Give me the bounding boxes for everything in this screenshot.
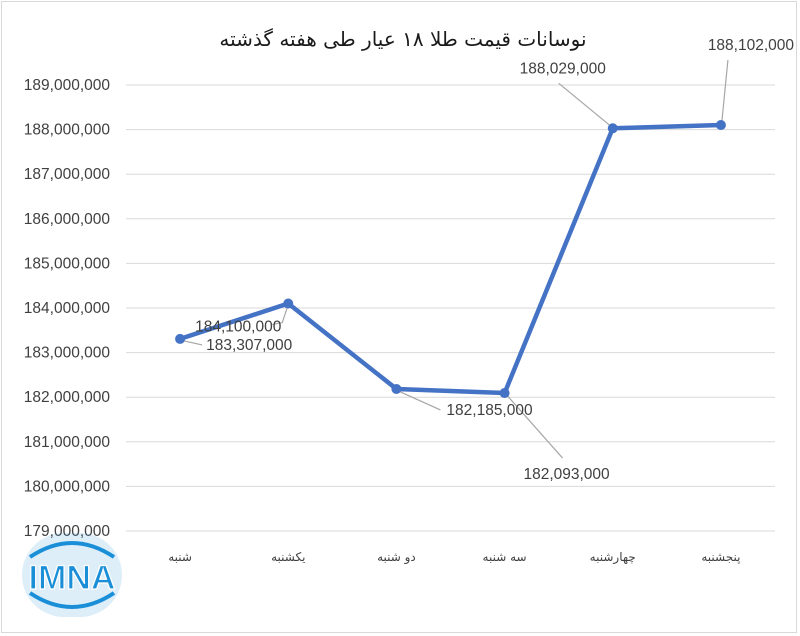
x-tick-label: یکشنبه — [271, 550, 305, 564]
data-label: 182,093,000 — [523, 466, 610, 483]
y-tick-label: 186,000,000 — [24, 211, 111, 228]
y-tick-label: 184,000,000 — [24, 300, 111, 317]
y-tick-label: 187,000,000 — [24, 166, 111, 183]
y-tick-label: 181,000,000 — [24, 434, 111, 451]
gridlines — [126, 84, 775, 532]
y-axis-ticks: 179,000,000 180,000,000 181,000,000 182,000… — [24, 77, 111, 540]
data-label: 182,185,000 — [446, 402, 533, 419]
x-axis-ticks: شنبه یکشنبه دو شنبه سه شنبه چهارشنبه پنجشنبه — [168, 550, 740, 565]
x-tick-label: پنجشنبه — [701, 550, 740, 564]
y-tick-label: 183,000,000 — [24, 345, 111, 362]
data-label: 188,102,000 — [708, 37, 795, 54]
y-tick-label: 188,000,000 — [24, 122, 111, 139]
label-leader-lines — [183, 59, 729, 459]
data-point — [283, 298, 294, 309]
x-tick-label: سه شنبه — [483, 550, 527, 564]
label-leader-line — [183, 340, 203, 346]
label-leader-line — [558, 82, 611, 126]
series-layer — [175, 120, 726, 399]
data-point — [499, 388, 510, 399]
x-tick-label: چهارشنبه — [590, 550, 636, 565]
y-tick-label: 182,000,000 — [24, 389, 111, 406]
label-leader-line — [272, 307, 288, 326]
label-leader-line — [507, 395, 564, 459]
data-point — [607, 123, 618, 134]
data-point — [715, 120, 726, 131]
data-point — [175, 333, 186, 344]
data-label: 184,100,000 — [195, 319, 282, 336]
data-label: 183,307,000 — [206, 337, 293, 354]
x-tick-label: دو شنبه — [377, 550, 416, 565]
logo-text: IMNA — [29, 559, 116, 597]
y-tick-label: 179,000,000 — [24, 523, 111, 540]
x-tick-label: شنبه — [168, 550, 192, 564]
label-leader-line — [721, 59, 729, 122]
series-line — [177, 122, 724, 396]
y-tick-label: 180,000,000 — [24, 478, 111, 495]
y-tick-label: 185,000,000 — [24, 255, 111, 272]
data-label: 188,029,000 — [520, 60, 607, 77]
y-tick-label: 189,000,000 — [24, 77, 111, 94]
label-leader-line — [400, 391, 441, 411]
chart-title: نوسانات قیمت طلا ۱۸ عیار طی هفته گذشته — [219, 27, 586, 51]
imna-logo: IMNA — [22, 533, 122, 617]
data-point — [391, 383, 402, 394]
